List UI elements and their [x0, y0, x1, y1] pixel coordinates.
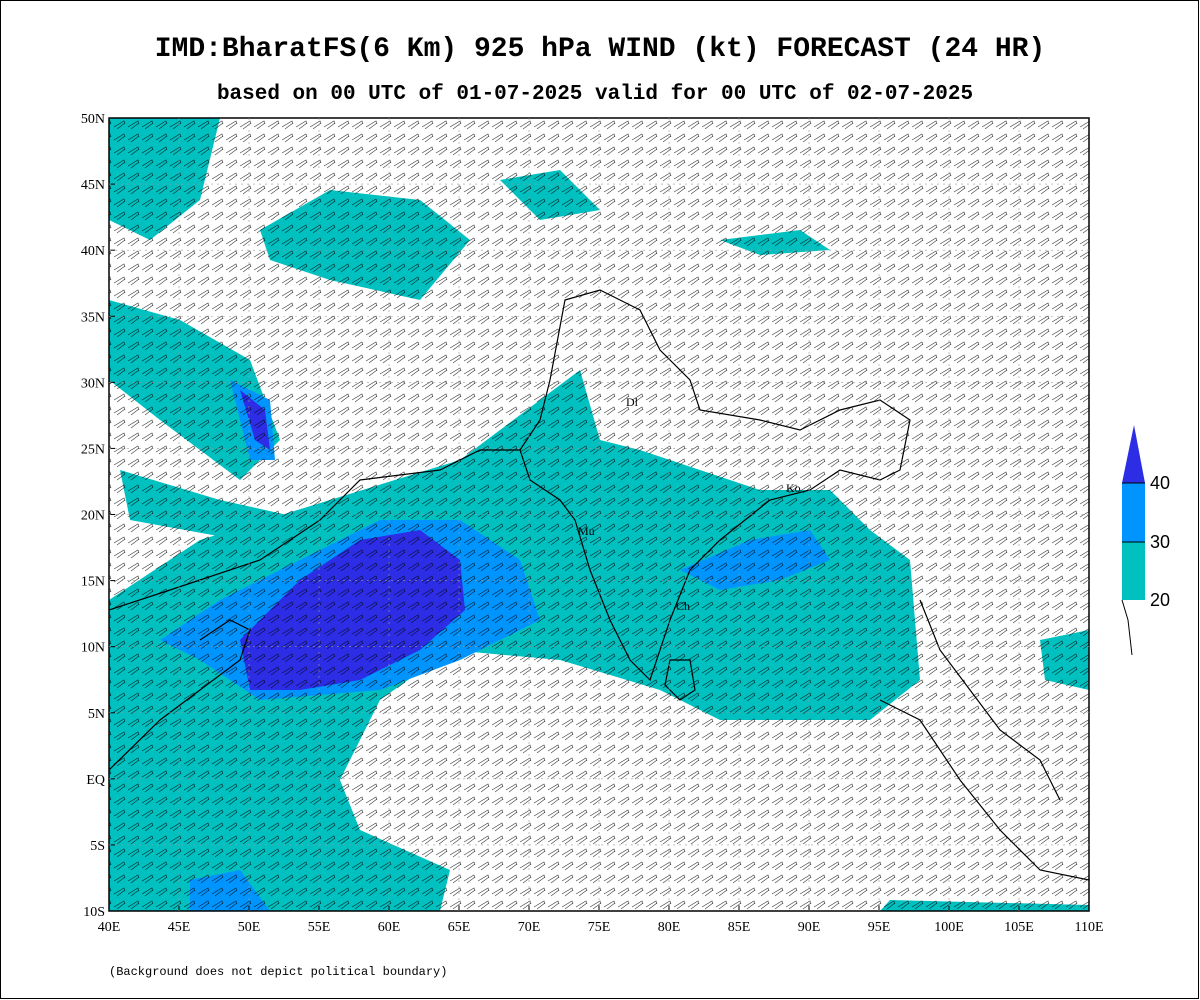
x-tick-label: 105E [1004, 920, 1034, 935]
y-tick-label: 10S [83, 905, 105, 920]
x-tick-label: 90E [798, 920, 821, 935]
subtitle: based on 00 UTC of 01-07-2025 valid for … [217, 83, 973, 106]
legend-label: 30 [1150, 532, 1170, 552]
city-label: Ko [786, 481, 801, 495]
y-tick-label: 30N [81, 376, 105, 391]
x-tick-label: 110E [1074, 920, 1103, 935]
x-tick-label: 50E [238, 920, 261, 935]
x-tick-label: 75E [588, 920, 611, 935]
y-tick-label: 45N [81, 178, 105, 193]
legend-swatch [1122, 483, 1145, 542]
x-tick-label: 60E [378, 920, 401, 935]
coastlines [109, 289, 1089, 881]
footnote: (Background does not depict political bo… [109, 965, 447, 979]
legend-swatch [1122, 542, 1145, 600]
legend-label: 40 [1150, 473, 1170, 493]
y-tick-label: 50N [81, 112, 105, 127]
y-tick-label: 15N [81, 575, 105, 590]
city-label: Ch [676, 599, 690, 613]
y-tick-label: 5S [90, 839, 105, 854]
title: IMD:BharatFS(6 Km) 925 hPa WIND (kt) FOR… [155, 34, 1046, 65]
x-tick-label: 65E [448, 920, 471, 935]
y-tick-label: 5N [88, 707, 105, 722]
x-tick-label: 40E [98, 920, 121, 935]
legend-swatch [1122, 425, 1145, 483]
legend-label: 20 [1150, 590, 1170, 610]
x-tick-label: 70E [518, 920, 541, 935]
legend [1121, 425, 1145, 656]
y-tick-label: 35N [81, 310, 105, 325]
y-tick-label: 25N [81, 442, 105, 457]
x-tick-label: 85E [728, 920, 751, 935]
x-tick-label: 55E [308, 920, 331, 935]
x-tick-label: 100E [934, 920, 964, 935]
y-tick-label: EQ [86, 773, 105, 788]
x-tick-label: 95E [868, 920, 891, 935]
x-tick-label: 80E [658, 920, 681, 935]
city-label: Dl [626, 395, 639, 409]
y-tick-label: 10N [81, 641, 105, 656]
y-tick-label: 40N [81, 244, 105, 259]
y-tick-label: 20N [81, 509, 105, 524]
x-tick-label: 45E [168, 920, 191, 935]
city-label: Mu [578, 524, 595, 538]
